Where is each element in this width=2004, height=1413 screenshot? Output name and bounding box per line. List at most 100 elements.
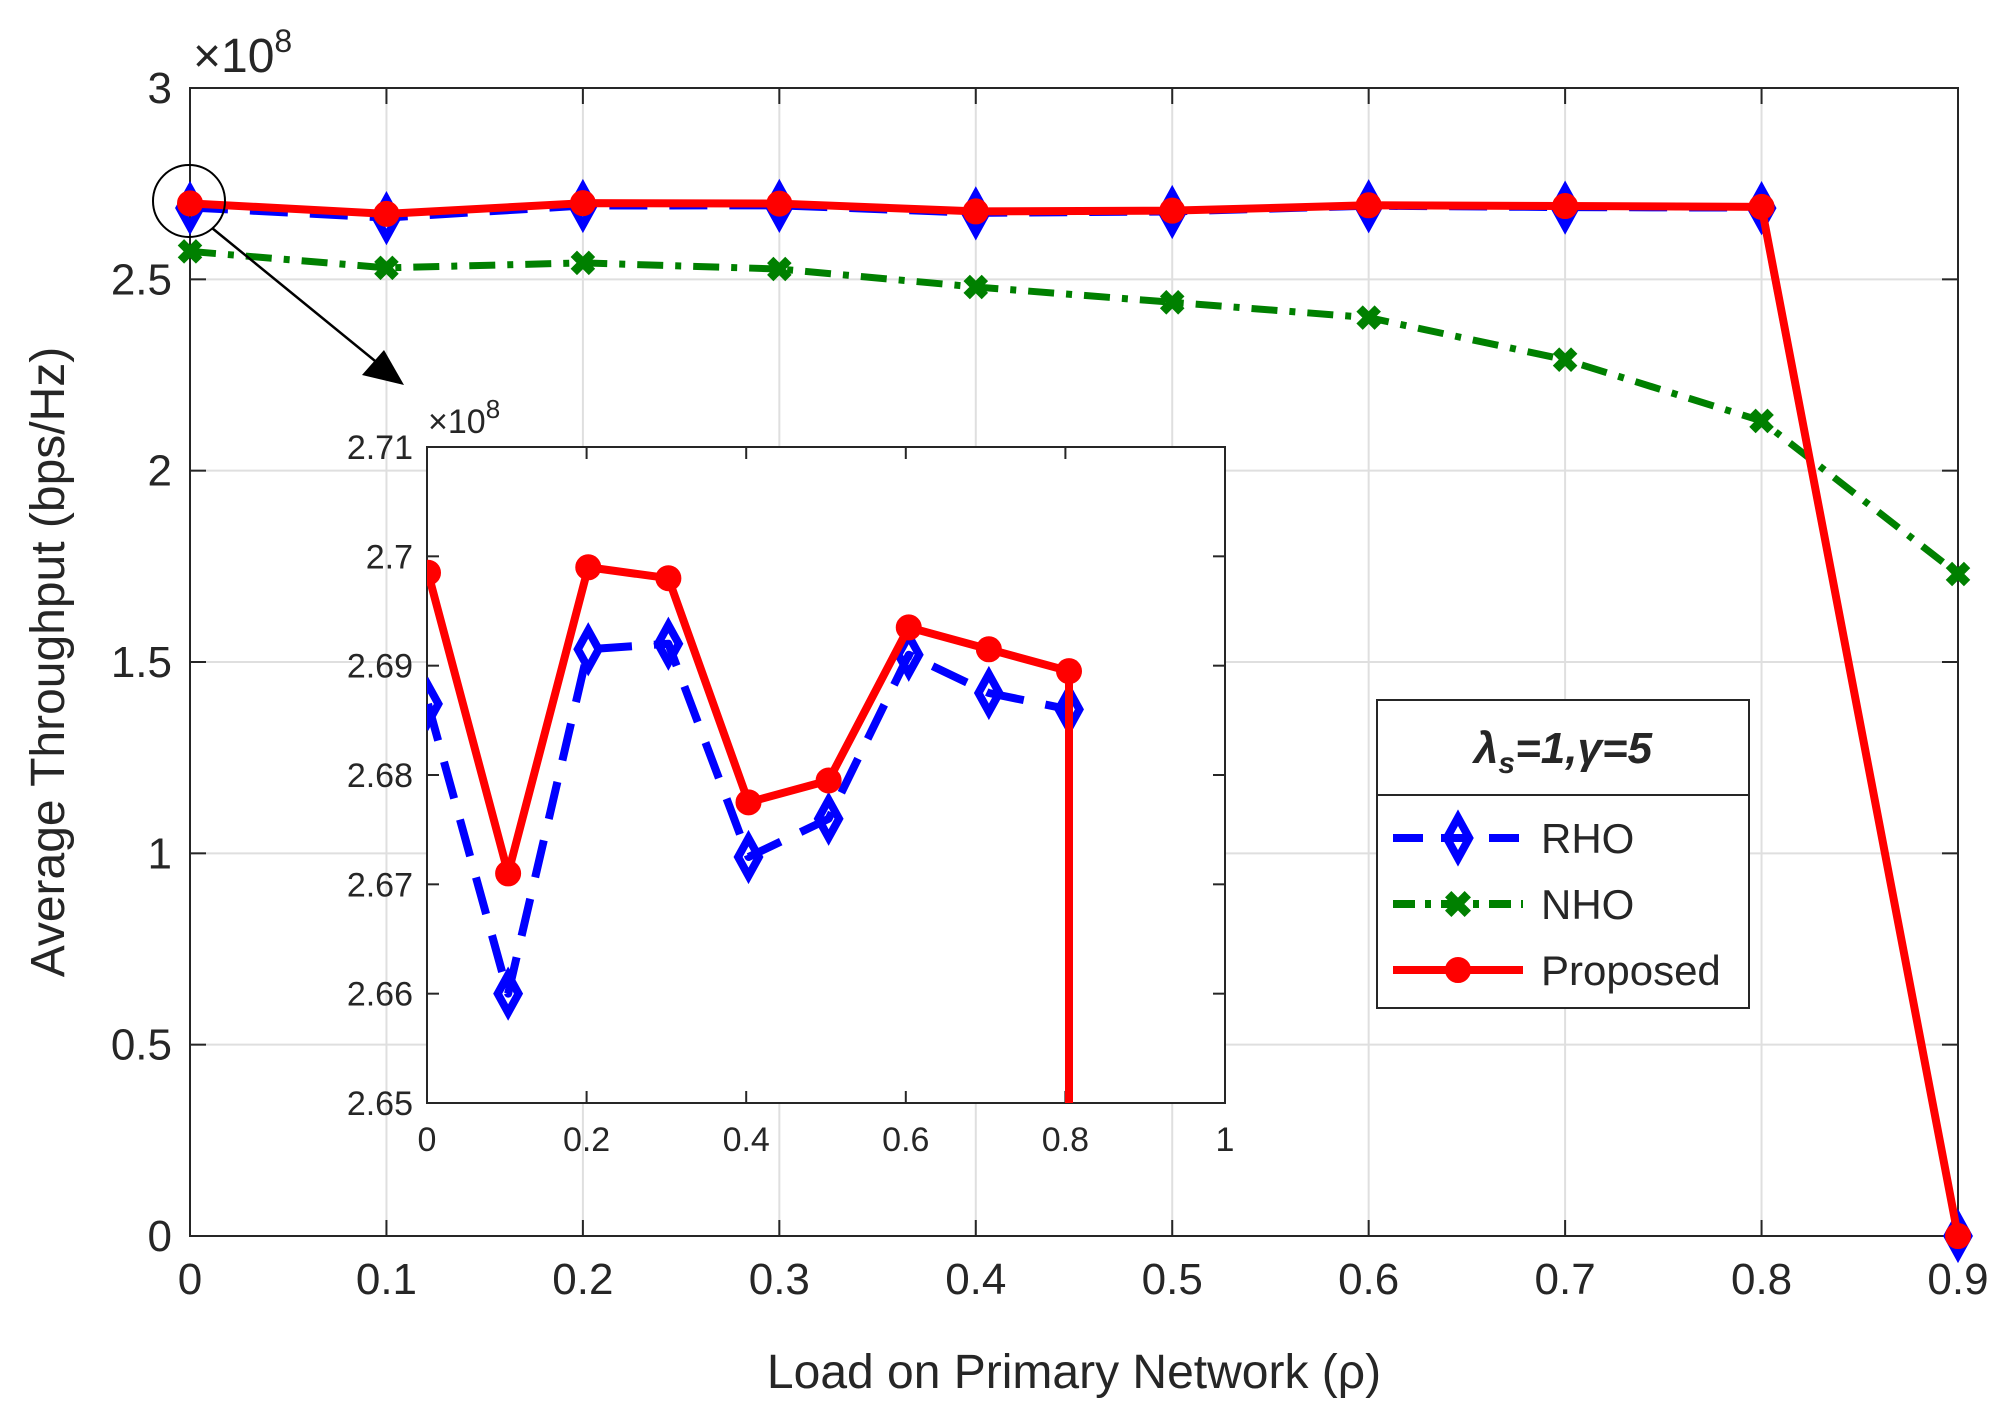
main-point-nho — [177, 239, 203, 264]
main-y-tick-label: 0 — [148, 1212, 172, 1261]
main-x-tick-label: 0.7 — [1535, 1255, 1596, 1304]
main-series — [175, 178, 1973, 1264]
inset-x-tick-label: 0.6 — [882, 1121, 929, 1159]
main-x-tick-label: 0.4 — [945, 1255, 1006, 1304]
legend: λs=1,γ=5 RHO NHO Proposed — [1376, 699, 1750, 1009]
main-point-nho — [1749, 408, 1774, 434]
main-y-tick-label: 2.5 — [111, 255, 172, 304]
main-point-nho — [767, 256, 792, 282]
main-series-proposed — [177, 190, 1971, 1249]
inset-y-tick-label: 2.71 — [347, 429, 413, 467]
inset-point-proposed — [427, 559, 441, 586]
y-axis-label: Average Throughput (bps/Hz) — [22, 347, 75, 978]
main-point-nho — [1356, 305, 1381, 330]
inset-y-tick-label: 2.68 — [347, 757, 413, 795]
inset-y-tick-label: 2.67 — [347, 866, 413, 904]
inset-point-proposed — [895, 614, 922, 641]
inset-y-tick-label: 2.69 — [347, 648, 413, 686]
inset-point-proposed — [735, 789, 762, 816]
inset-y-tick-label: 2.65 — [347, 1085, 413, 1123]
main-point-proposed — [1355, 192, 1382, 219]
legend-item-nho: NHO — [1393, 881, 1634, 928]
inset-x-tick-label: 1 — [1216, 1121, 1235, 1159]
main-point-proposed — [1945, 1223, 1971, 1249]
legend-swatch-marker — [1445, 957, 1471, 983]
main-y-tick-label: 1 — [148, 829, 172, 878]
inset-point-rho — [813, 791, 844, 846]
legend-title-rest: =1,γ=5 — [1515, 724, 1653, 773]
main-line-nho — [189, 247, 1961, 577]
inset-series — [427, 554, 1084, 1103]
main-x-tick-label: 0.3 — [749, 1255, 810, 1304]
zoom-circle-annotation — [152, 164, 226, 238]
inset-y-tick-label: 2.66 — [347, 976, 413, 1014]
inset-ticks: 0 0.2 0.4 0.6 0.8 1 2.65 2.66 2.67 2.68 2.69 2.7 2.7… — [347, 429, 1235, 1159]
main-exponent: ×108 — [193, 23, 292, 83]
legend-label: RHO — [1541, 815, 1634, 862]
legend-item-rho: RHO — [1393, 809, 1634, 867]
main-x-tick-label: 0.6 — [1338, 1255, 1399, 1304]
inset-point-proposed — [575, 554, 602, 581]
main-y-tick-label: 0.5 — [111, 1021, 172, 1070]
main-line-proposed — [189, 199, 1962, 1237]
main-x-tick-label: 0.9 — [1927, 1255, 1988, 1304]
main-point-nho — [1552, 347, 1578, 372]
inset-line-proposed — [427, 563, 1073, 1103]
main-point-proposed — [177, 190, 203, 217]
main-point-proposed — [766, 190, 793, 217]
main-x-tick-label: 0.5 — [1142, 1255, 1203, 1304]
inset-y-tick-label: 2.7 — [366, 538, 413, 576]
main-point-nho — [570, 250, 596, 276]
main-ticks: 0 0.1 0.2 0.3 0.4 0.5 0.6 0.7 0.8 0.9 0 0.5 1 1.5 2 2.5… — [111, 64, 1989, 1304]
legend-box — [1376, 699, 1750, 1009]
legend-title-subscript: s — [1498, 747, 1515, 780]
inset-point-proposed — [815, 767, 842, 794]
legend-title: λs=1,γ=5 — [1472, 724, 1653, 780]
legend-label: NHO — [1541, 881, 1634, 928]
inset-line-rho — [427, 639, 1070, 998]
zoom-arrow-line — [211, 227, 397, 379]
inset-exponent-power: 8 — [486, 394, 500, 424]
main-x-tick-label: 0.8 — [1731, 1255, 1792, 1304]
main-x-tick-label: 0 — [178, 1255, 202, 1304]
inset-point-proposed — [975, 636, 1002, 663]
inset-point-rho — [653, 616, 684, 671]
main-x-tick-label: 0.1 — [356, 1255, 417, 1304]
inset-point-proposed — [495, 860, 522, 887]
inset-point-rho — [427, 676, 443, 732]
main-point-proposed — [1748, 193, 1775, 220]
main-point-proposed — [569, 190, 596, 217]
legend-swatch-marker — [1442, 809, 1474, 867]
inset-point-proposed — [655, 565, 682, 592]
main-exponent-power: 8 — [274, 23, 292, 59]
inset-point-rho — [493, 966, 524, 1021]
legend-swatch-marker — [1445, 891, 1471, 917]
main-y-tick-label: 1.5 — [111, 638, 172, 687]
x-axis-label: Load on Primary Network (ρ) — [767, 1346, 1381, 1399]
main-point-proposed — [962, 198, 989, 225]
main-series-nho — [177, 239, 1971, 587]
inset-plot-area — [427, 554, 1084, 1103]
inset-x-tick-label: 0.8 — [1042, 1121, 1089, 1159]
inset-x-tick-label: 0 — [418, 1121, 437, 1159]
main-y-tick-label: 2 — [148, 447, 172, 496]
legend-items: RHO NHO Proposed — [1393, 809, 1721, 994]
main-point-nho — [1159, 290, 1185, 315]
inset-x-tick-label: 0.4 — [723, 1121, 770, 1159]
inset-point-proposed — [1056, 658, 1082, 685]
main-x-tick-label: 0.2 — [552, 1255, 613, 1304]
main-y-tick-label: 3 — [148, 64, 172, 113]
inset-series-proposed — [427, 554, 1082, 1103]
main-point-proposed — [373, 200, 400, 227]
inset-exponent: ×108 — [428, 394, 500, 441]
legend-label: Proposed — [1541, 947, 1721, 994]
inset-point-rho — [973, 665, 1004, 721]
legend-item-proposed: Proposed — [1393, 947, 1721, 994]
main-point-proposed — [1159, 197, 1186, 224]
zoom-arrow-head — [362, 350, 404, 385]
main-point-nho — [1945, 561, 1971, 587]
main-point-proposed — [1552, 193, 1579, 220]
main-point-nho — [374, 255, 399, 281]
main-point-nho — [963, 274, 989, 300]
